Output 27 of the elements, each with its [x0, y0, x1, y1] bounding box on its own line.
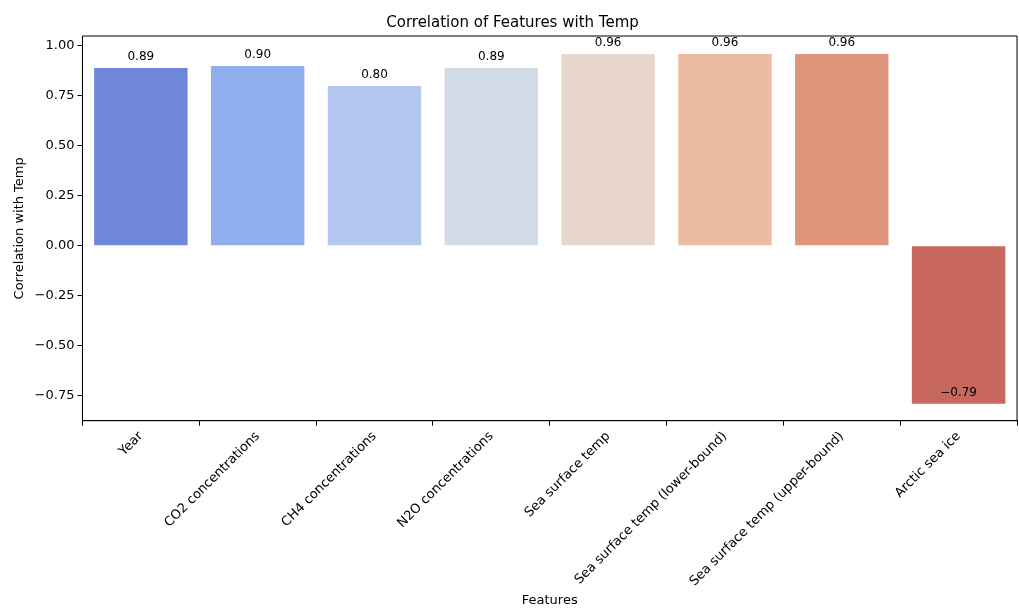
x-axis-title: Features: [521, 591, 578, 607]
y-tick-label: −0.75: [34, 387, 75, 403]
bar: [210, 65, 305, 246]
y-tick-label: −0.25: [34, 287, 75, 303]
bar: [911, 246, 1006, 404]
data-label: 0.89: [127, 49, 155, 64]
y-tick-label: 1.00: [45, 37, 75, 53]
y-tick-label: −0.50: [34, 337, 75, 353]
bar: [795, 53, 889, 246]
data-label: 0.90: [244, 47, 272, 62]
bar: [678, 53, 772, 246]
y-tick-label: 0.50: [45, 137, 75, 153]
bar: [327, 85, 422, 246]
y-tick-label: 0.75: [45, 87, 75, 103]
data-label: 0.89: [477, 49, 505, 64]
chart-title: Correlation of Features with Temp: [386, 12, 639, 31]
y-tick-label: 0.25: [45, 187, 75, 203]
data-label: 0.80: [361, 67, 388, 82]
y-tick-label: 0.00: [45, 237, 75, 253]
data-label: −0.79: [940, 384, 977, 399]
y-axis-title: Correlation with Temp: [11, 157, 27, 300]
bar: [561, 53, 655, 246]
data-label: 0.96: [594, 35, 622, 50]
bar: [94, 67, 188, 246]
data-label: 0.96: [828, 35, 856, 50]
bar: [444, 67, 539, 246]
data-label: 0.96: [711, 35, 739, 50]
